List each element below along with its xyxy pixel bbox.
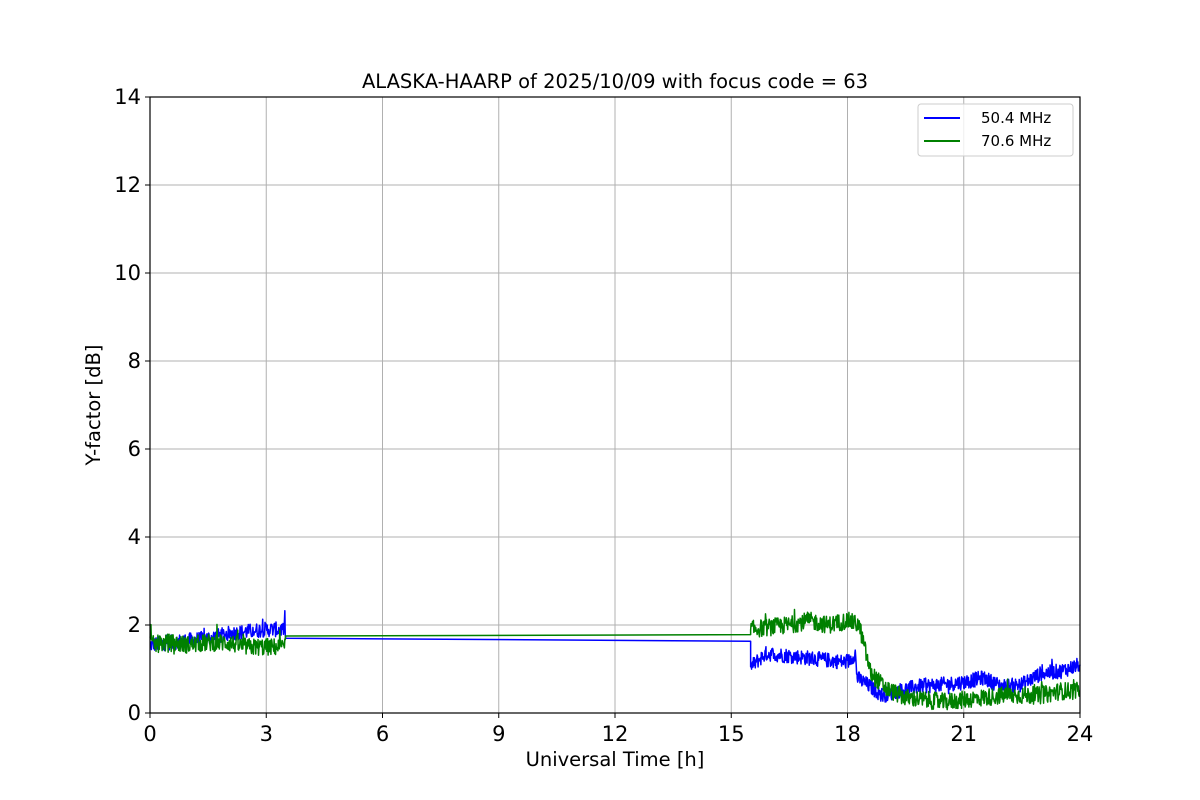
y-tick-label: 6 bbox=[128, 437, 141, 461]
y-axis-label: Y-factor [dB] bbox=[82, 345, 105, 467]
y-axis-ticks: 0 2 4 6 8 10 12 14 bbox=[114, 85, 150, 725]
legend-label-70-6: 70.6 MHz bbox=[981, 132, 1051, 150]
x-tick-label: 0 bbox=[143, 722, 156, 746]
x-tick-label: 12 bbox=[602, 722, 629, 746]
x-tick-label: 9 bbox=[492, 722, 505, 746]
y-tick-label: 12 bbox=[114, 173, 141, 197]
y-tick-label: 10 bbox=[114, 261, 141, 285]
series-line-70-6 bbox=[149, 608, 1081, 711]
y-tick-label: 8 bbox=[128, 349, 141, 373]
x-tick-label: 24 bbox=[1067, 722, 1094, 746]
y-tick-label: 0 bbox=[128, 701, 141, 725]
x-tick-label: 15 bbox=[718, 722, 745, 746]
chart-title: ALASKA-HAARP of 2025/10/09 with focus co… bbox=[362, 70, 868, 93]
y-tick-label: 2 bbox=[128, 613, 141, 637]
y-tick-label: 14 bbox=[114, 85, 141, 109]
x-tick-label: 18 bbox=[834, 722, 861, 746]
x-tick-label: 21 bbox=[950, 722, 977, 746]
x-axis-label: Universal Time [h] bbox=[526, 748, 705, 771]
y-tick-label: 4 bbox=[128, 525, 141, 549]
x-tick-label: 3 bbox=[260, 722, 273, 746]
legend-label-50-4: 50.4 MHz bbox=[981, 109, 1051, 127]
legend: 50.4 MHz 70.6 MHz bbox=[917, 103, 1074, 157]
x-axis-ticks: 0 3 6 9 12 15 18 21 24 bbox=[143, 713, 1093, 746]
x-tick-label: 6 bbox=[376, 722, 389, 746]
series-layer bbox=[149, 608, 1081, 711]
